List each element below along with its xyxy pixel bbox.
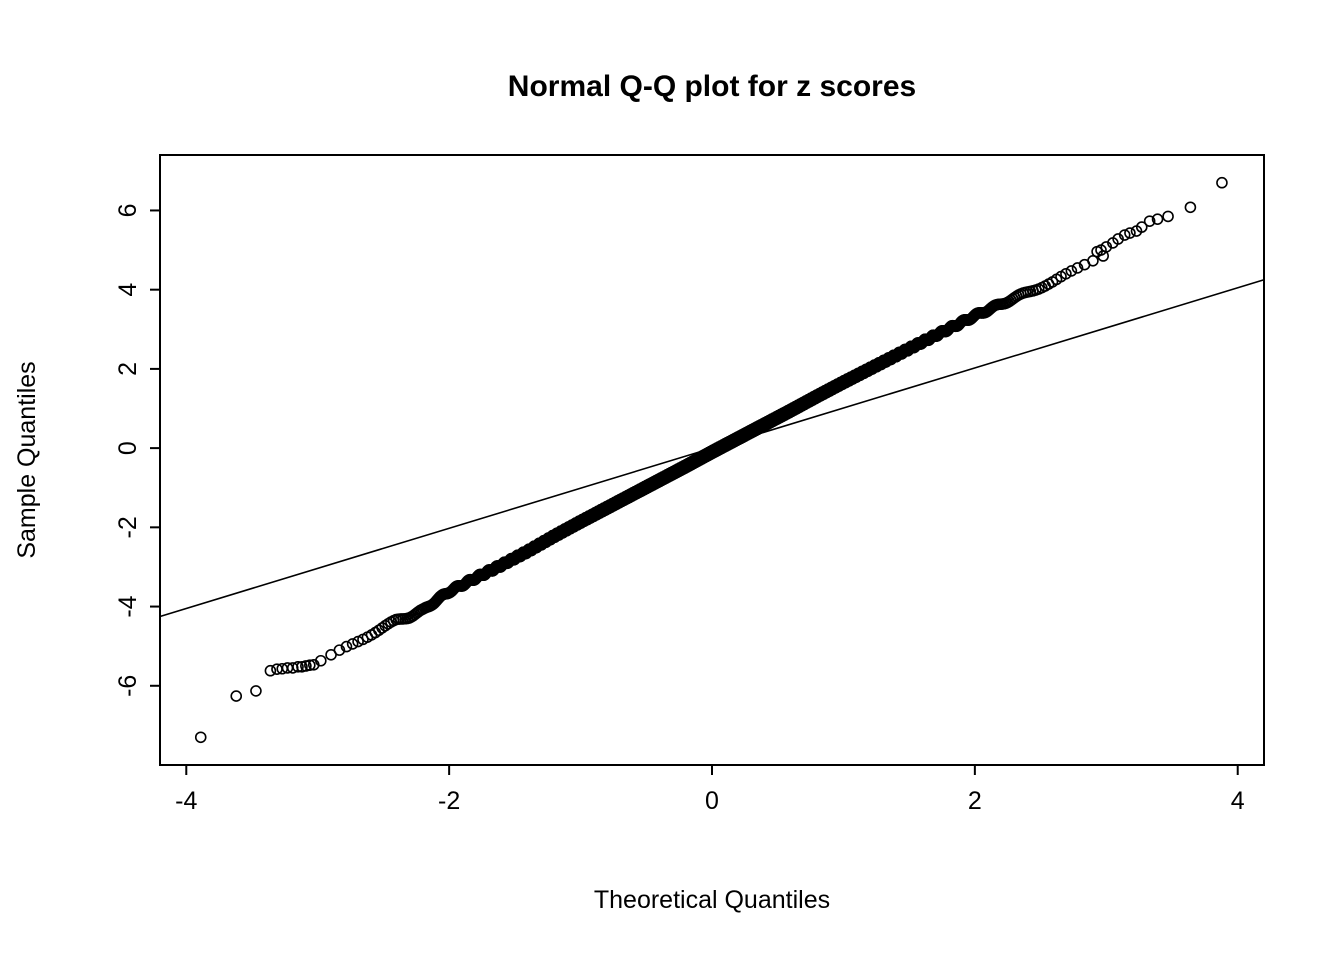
data-point	[1124, 227, 1136, 239]
x-tick-label: 0	[705, 787, 719, 815]
data-point	[1162, 210, 1174, 223]
data-point	[1184, 201, 1197, 214]
data-point	[1091, 245, 1103, 258]
data-point	[304, 659, 316, 671]
data-point	[1087, 254, 1099, 267]
y-tick-label: 0	[114, 441, 142, 455]
data-point	[1065, 265, 1078, 277]
data-point	[1143, 215, 1156, 227]
data-point	[1216, 176, 1228, 189]
data-point	[333, 644, 346, 656]
y-tick-label: 6	[114, 204, 142, 218]
y-tick-label: -6	[114, 675, 142, 697]
data-point	[346, 638, 359, 650]
x-tick-label: -4	[175, 787, 197, 815]
data-point	[194, 731, 207, 744]
data-point	[264, 664, 277, 677]
data-point	[307, 658, 320, 671]
data-point	[340, 640, 353, 653]
y-tick-label: -4	[114, 595, 142, 617]
data-point	[250, 685, 262, 697]
data-point	[1060, 267, 1072, 280]
y-tick-label: -2	[114, 516, 142, 538]
data-point	[1151, 213, 1164, 225]
data-point	[1130, 225, 1143, 237]
data-points-layer	[194, 176, 1228, 744]
chart-title: Normal Q-Q plot for z scores	[508, 70, 916, 103]
data-point	[1071, 262, 1084, 274]
data-point	[292, 660, 304, 673]
x-axis-label: Theoretical Quantiles	[594, 886, 830, 914]
x-tick-label: 2	[968, 787, 982, 815]
axis-ticks-layer: -4 -2 0 2 4 -6 -4 -2 0 2 4 6	[114, 204, 1245, 815]
y-tick-label: 4	[114, 283, 142, 297]
x-tick-label: 4	[1231, 787, 1245, 815]
x-tick-label: -2	[438, 787, 460, 815]
data-point	[230, 690, 243, 702]
y-tick-label: 2	[114, 362, 142, 376]
y-axis-label: Sample Quantiles	[13, 361, 41, 558]
